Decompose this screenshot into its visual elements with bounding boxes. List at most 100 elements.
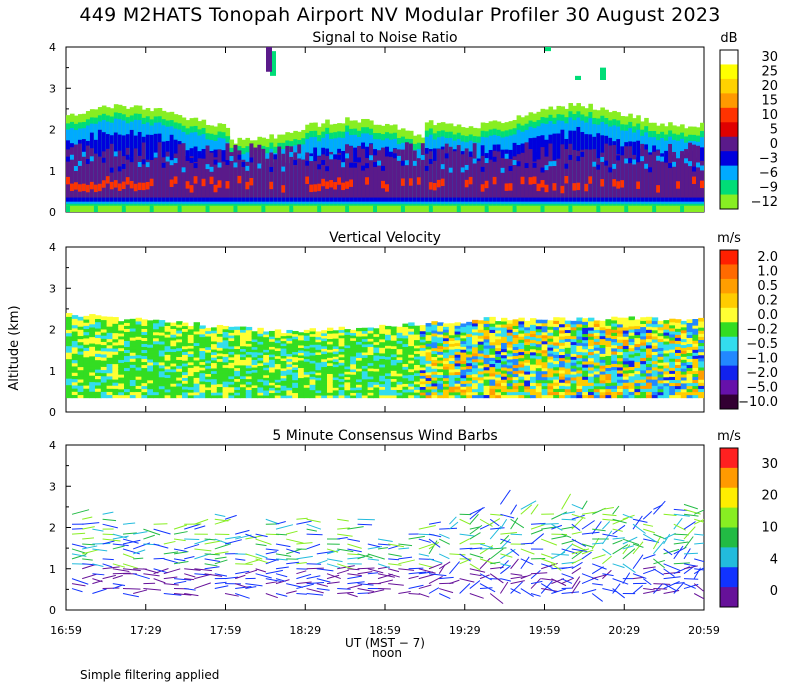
- velocity-cell: [211, 327, 218, 331]
- velocity-cell: [135, 379, 142, 383]
- velocity-cell: [83, 350, 90, 355]
- snr-cell: [640, 143, 645, 198]
- wind-barb: [71, 509, 90, 515]
- snr-cell: [644, 163, 649, 169]
- velocity-cell: [692, 385, 699, 390]
- snr-cell: [424, 153, 430, 198]
- wind-barb: [388, 563, 402, 566]
- velocity-cell: [222, 394, 229, 399]
- velocity-cell: [466, 348, 473, 352]
- velocity-cell: [541, 325, 548, 330]
- snr-cell: [636, 181, 641, 189]
- velocity-cell: [234, 356, 241, 360]
- snr-cell: [345, 205, 350, 212]
- velocity-cell: [338, 370, 345, 374]
- velocity-cell: [199, 394, 206, 399]
- snr-cell: [333, 205, 338, 212]
- snr-cell: [528, 205, 534, 212]
- velocity-cell: [390, 359, 398, 363]
- velocity-cell: [489, 388, 496, 392]
- wind-barb: [643, 523, 654, 527]
- snr-cell: [169, 159, 175, 198]
- wind-barb: [153, 528, 171, 535]
- velocity-cell: [617, 342, 624, 346]
- velocity-cell: [280, 342, 287, 347]
- velocity-cell: [251, 361, 258, 366]
- velocity-cell: [501, 379, 508, 383]
- velocity-cell: [240, 329, 247, 333]
- wind-barb: [71, 554, 87, 560]
- velocity-cell: [686, 349, 693, 354]
- wind-barb: [418, 573, 436, 580]
- velocity-cell: [477, 341, 485, 345]
- wind-barb: [500, 538, 511, 550]
- velocity-cell: [414, 347, 421, 352]
- velocity-cell: [170, 342, 177, 347]
- velocity-cell: [524, 368, 531, 372]
- velocity-cell: [651, 369, 659, 374]
- velocity-cell: [147, 367, 154, 372]
- wind-barb: [673, 513, 690, 517]
- velocity-cell: [361, 378, 369, 383]
- velocity-cell: [524, 323, 531, 328]
- velocity-cell: [437, 365, 444, 370]
- wind-barb: [428, 563, 443, 570]
- velocity-cell: [216, 383, 224, 387]
- snr-cell: [392, 205, 398, 212]
- velocity-cell: [530, 336, 537, 341]
- velocity-cell: [361, 335, 369, 340]
- snr-cell: [524, 142, 530, 198]
- velocity-cell: [193, 383, 200, 387]
- velocity-cell: [298, 367, 305, 371]
- snr-cell: [373, 155, 378, 198]
- velocity-cell: [559, 372, 566, 377]
- wind-barb: [337, 548, 354, 553]
- colorbar-swatch: [720, 64, 738, 80]
- snr-cell: [568, 154, 574, 160]
- wind-barb: [673, 541, 689, 545]
- velocity-cell: [129, 343, 137, 347]
- wind-barb: [275, 566, 289, 570]
- velocity-cell: [506, 352, 514, 357]
- velocity-cell: [286, 389, 293, 393]
- velocity-cell: [622, 363, 630, 368]
- velocity-cell: [599, 388, 606, 393]
- velocity-cell: [477, 352, 485, 357]
- velocity-cell: [89, 352, 96, 357]
- velocity-cell: [483, 394, 490, 399]
- velocity-cell: [454, 325, 461, 329]
- velocity-cell: [564, 382, 572, 387]
- velocity-cell: [501, 348, 508, 353]
- velocity-cell: [669, 355, 676, 359]
- velocity-cell: [153, 382, 160, 387]
- snr-cell: [153, 205, 159, 212]
- velocity-cell: [216, 333, 224, 337]
- velocity-cell: [605, 394, 612, 399]
- velocity-cell: [222, 339, 229, 344]
- wind-barb: [408, 593, 420, 595]
- snr-cell: [173, 205, 179, 212]
- velocity-cell: [559, 342, 566, 346]
- velocity-cell: [269, 389, 276, 394]
- velocity-cell: [338, 334, 345, 339]
- velocity-cell: [622, 382, 630, 386]
- velocity-cell: [501, 369, 508, 374]
- velocity-cell: [518, 369, 525, 374]
- snr-cell: [540, 167, 546, 173]
- velocity-cell: [280, 360, 287, 364]
- velocity-cell: [553, 326, 560, 331]
- velocity-cell: [77, 366, 84, 371]
- velocity-cell: [89, 387, 96, 392]
- velocity-cell: [408, 388, 415, 393]
- velocity-cell: [646, 357, 653, 361]
- velocity-cell: [193, 330, 200, 335]
- velocity-cell: [605, 340, 612, 344]
- velocity-cell: [303, 376, 311, 380]
- velocity-cell: [83, 378, 90, 383]
- snr-cell: [464, 179, 470, 188]
- wind-barb: [459, 533, 476, 537]
- velocity-cell: [170, 383, 177, 387]
- velocity-cell: [640, 320, 647, 324]
- snr-cell: [361, 165, 366, 171]
- velocity-cell: [327, 365, 334, 369]
